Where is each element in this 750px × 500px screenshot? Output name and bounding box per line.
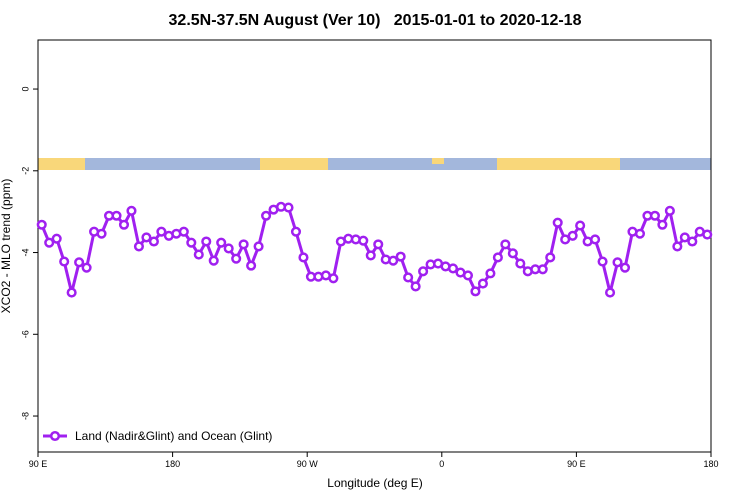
chart-title: 32.5N-37.5N August (Ver 10) 2015-01-01 t… (169, 12, 582, 29)
land (497, 158, 620, 170)
point (96, 228, 107, 239)
point (36, 219, 47, 230)
point (687, 236, 698, 247)
point (477, 278, 488, 289)
point (664, 205, 675, 216)
point (567, 230, 578, 241)
point (298, 252, 309, 263)
point (216, 237, 227, 248)
point (223, 243, 234, 254)
point (537, 264, 548, 275)
point (193, 249, 204, 260)
point (231, 253, 242, 264)
plot-frame (37, 39, 712, 453)
point (462, 270, 474, 281)
point (186, 237, 197, 248)
land (432, 158, 444, 164)
point (590, 234, 601, 245)
point (178, 226, 189, 237)
legend-marker (49, 430, 61, 442)
point (253, 241, 264, 252)
point (141, 232, 152, 243)
point (702, 229, 713, 240)
point (111, 210, 122, 221)
point (358, 235, 369, 246)
point (492, 252, 503, 263)
point (515, 258, 526, 269)
y-tick-label: -4 (20, 249, 30, 257)
point (575, 220, 586, 231)
point (395, 251, 406, 262)
x-tick-label: 0 (439, 459, 444, 469)
point (672, 241, 683, 252)
point (560, 234, 571, 245)
point (44, 237, 55, 248)
point (59, 256, 70, 267)
point (283, 202, 294, 213)
point (51, 233, 62, 244)
point (373, 239, 384, 250)
point (418, 266, 429, 277)
point (74, 257, 85, 268)
point (447, 263, 459, 274)
land (260, 158, 328, 170)
legend-label: Land (Nadir&Glint) and Ocean (Glint) (75, 429, 272, 443)
point (552, 217, 563, 228)
point (156, 226, 167, 237)
point (148, 236, 159, 247)
point (403, 272, 414, 283)
point (133, 241, 144, 252)
point (605, 287, 616, 298)
point (597, 256, 608, 267)
y-tick-label: 0 (20, 87, 30, 92)
point (649, 210, 660, 221)
x-tick-label: 180 (703, 459, 718, 469)
land-ocean-strip (38, 158, 711, 170)
point (507, 248, 518, 259)
y-tick-label: -6 (20, 330, 30, 338)
point (118, 219, 130, 230)
point (500, 239, 511, 250)
x-axis-label: Longitude (deg E) (327, 476, 422, 490)
land (38, 158, 85, 170)
point (485, 268, 496, 279)
point (81, 262, 92, 273)
y-axis-label: XCO2 - MLO trend (ppm) (0, 179, 13, 314)
point (238, 239, 249, 250)
point (290, 226, 302, 237)
x-tick-label: 180 (165, 459, 180, 469)
point (634, 228, 646, 239)
point (261, 210, 272, 221)
point (657, 219, 668, 230)
point (545, 252, 556, 263)
x-tick-label: 90 E (567, 459, 586, 469)
point (410, 281, 421, 292)
point (388, 255, 399, 266)
point (470, 286, 481, 297)
point (208, 255, 219, 266)
y-tick-label: -2 (20, 167, 30, 175)
point (126, 205, 137, 216)
point (679, 232, 690, 243)
point (246, 260, 257, 271)
point (328, 273, 339, 284)
point (201, 236, 212, 247)
point (619, 262, 631, 273)
x-tick-label: 90 W (297, 459, 319, 469)
point (612, 257, 623, 268)
y-tick-label: -8 (20, 412, 30, 420)
point (66, 287, 77, 298)
point (365, 250, 376, 261)
x-tick-label: 90 E (29, 459, 48, 469)
